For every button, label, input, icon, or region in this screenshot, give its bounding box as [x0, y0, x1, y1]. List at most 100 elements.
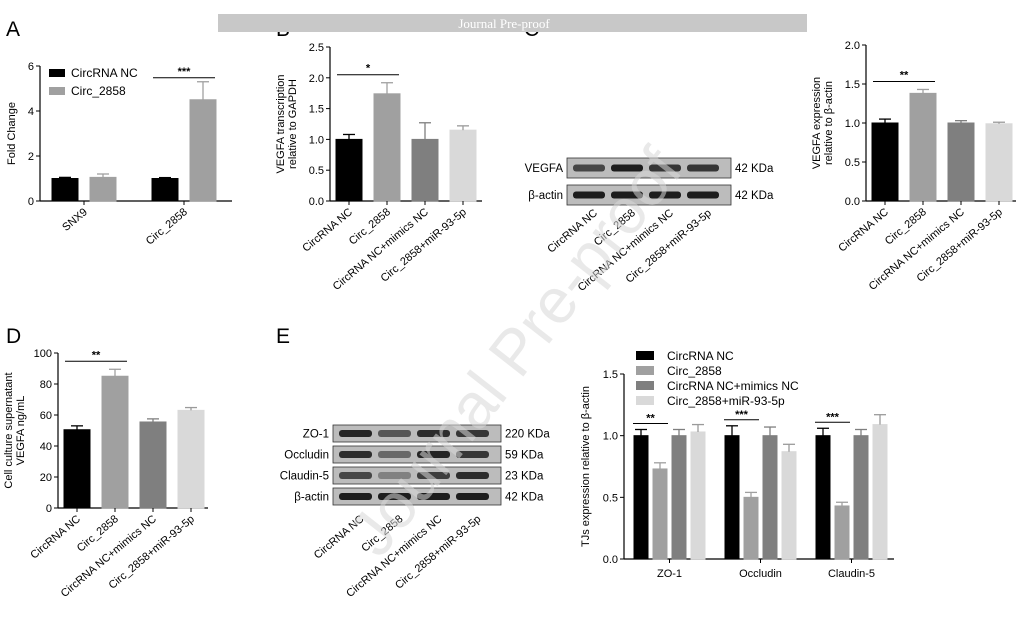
blot-e-row-label-actin: β-actin [294, 492, 329, 504]
chart-a-significance-label: *** [178, 66, 192, 78]
chart-e-zo-1-circrna-nc-bar [633, 435, 649, 560]
chart-e-zo-1-circrna-nc-mimics-nc-bar [671, 435, 687, 560]
blot-e-size-label-occludin: 59 KDa [505, 450, 544, 462]
blot-e-band-actin-circ-2858-mir-93-5p [456, 493, 489, 500]
chart-b-circrna-nc-bar [335, 138, 363, 202]
blot-e-row-label-claudin-5: Claudin-5 [280, 471, 329, 483]
chart-b: 0.0 0.5 1.0 1.5 2.0 2.5 VEGFA transcription rel… [275, 42, 482, 293]
blot-e-band-zo-1-circrna-nc [339, 430, 372, 437]
chart-e-claudin-5-circrna-nc-bar [815, 435, 831, 560]
banner-text: Journal Pre-proof [458, 16, 550, 31]
panel-letter-e: E [276, 325, 290, 348]
chart-b-significance-label: * [366, 63, 371, 75]
chart-b-y-tick-label: 2.0 [309, 73, 324, 85]
blot-e-band-zo-1-circ-2858-mir-93-5p [456, 430, 489, 437]
chart-e-zo-1-circ-2858-mir-93-5p-bar [690, 431, 706, 560]
chart-a-y-tick-label: 0 [28, 196, 34, 208]
chart-e-y-tick-label: 0.5 [603, 492, 618, 504]
chart-b-y-axis-label: VEGFA transcription [275, 74, 287, 173]
chart-e-legend-swatch-circrna-nc [636, 351, 654, 360]
chart-e-occludin-circrna-nc-bar [724, 435, 740, 560]
chart-a-y-axis-label: Fold Change [6, 102, 18, 165]
chart-e-legend-label-circ-2858-mir-93-5p: Circ_2858+miR-93-5p [667, 394, 785, 408]
chart-e-claudin-5-circ-2858-bar [834, 505, 850, 560]
blot-e-band-zo-1-circ-2858 [378, 430, 411, 437]
chart-a-snx9-x-tick-label: SNX9 [60, 206, 90, 234]
chart-b-y-tick-label: 1.0 [309, 134, 324, 146]
chart-b-circ-2858-mir-93-5p-bar [449, 129, 477, 202]
blot-e-band-occludin-circrna-nc-mimics-nc [417, 451, 450, 458]
blot-e-band-claudin-5-circ-2858 [378, 472, 411, 479]
chart-c-significance-label: ** [900, 69, 909, 81]
blot-e-band-claudin-5-circrna-nc [339, 472, 372, 479]
blot-e-band-occludin-circrna-nc [339, 451, 372, 458]
chart-e-significance-label: ** [646, 413, 655, 425]
blot-e-row-label-zo-1: ZO-1 [303, 429, 329, 441]
chart-c-y-tick-label: 0.0 [845, 196, 860, 208]
chart-a-legend-swatch-circrna-nc [49, 69, 65, 77]
blot-c-band-actin-circrna-nc-mimics-nc [649, 191, 681, 199]
chart-c-circ-2858-bar [909, 92, 937, 202]
chart-c: 0.0 0.5 1.0 1.5 2.0 VEGFA expression relative … [811, 40, 1016, 293]
chart-b-y-tick-label: 1.5 [309, 104, 324, 116]
panel-letter-d: D [6, 325, 21, 348]
chart-c-circ-2858-mir-93-5p-bar [985, 123, 1013, 202]
blot-e-band-claudin-5-circ-2858-mir-93-5p [456, 472, 489, 479]
chart-a-circ-2858-circ-2858-bar [189, 99, 217, 202]
blot-c-band-actin-circ-2858 [611, 191, 643, 199]
chart-d-circ-2858-bar [101, 375, 129, 509]
chart-d-y-tick-label: 100 [34, 348, 52, 360]
chart-b-circrna-nc-x-tick-label: CircRNA NC [300, 206, 355, 255]
chart-d-y-axis-label: VEGFA ng/mL [15, 396, 27, 466]
blot-e-band-actin-circrna-nc-mimics-nc [417, 493, 450, 500]
blot-c-row-label-vegfa: VEGFA [525, 163, 564, 175]
chart-d-circrna-nc-x-tick-label: CircRNA NC [28, 513, 83, 562]
chart-b-y-tick-label: 2.5 [309, 42, 324, 54]
chart-c-y-axis-label: relative to β-actin [823, 81, 835, 165]
chart-e-occludin-circ-2858-mir-93-5p-bar [781, 451, 797, 560]
chart-a-y-tick-label: 6 [28, 61, 34, 73]
chart-a: 0 2 4 6 Fold Change SNX9 Circ_2858 *** CircRNA N… [6, 61, 232, 248]
chart-e-occludin-circrna-nc-mimics-nc-bar [762, 435, 778, 560]
chart-e-significance-label: *** [826, 411, 840, 423]
chart-e-y-tick-label: 0.0 [603, 554, 618, 566]
chart-e-legend-swatch-circ-2858 [636, 366, 654, 375]
blot-e-band-actin-circrna-nc [339, 493, 372, 500]
blot-e-size-label-claudin-5: 23 KDa [505, 471, 544, 483]
chart-e-claudin-5-x-tick-label: Claudin-5 [828, 568, 875, 580]
chart-e-zo-1-x-tick-label: ZO-1 [657, 568, 682, 580]
chart-c-circrna-nc-bar [871, 122, 899, 202]
chart-a-snx9-circ-2858-bar [89, 176, 117, 202]
chart-b-y-tick-label: 0.5 [309, 165, 324, 177]
chart-b-circ-2858-bar [373, 93, 401, 202]
chart-d: 0 20 40 60 80 100 Cell culture supernatant VEGF… [3, 348, 208, 600]
chart-a-legend-label-circrna-nc: CircRNA NC [71, 66, 138, 80]
chart-d-y-tick-label: 80 [40, 379, 52, 391]
blot-e-size-label-actin: 42 KDa [505, 492, 544, 504]
chart-b-circrna-nc-mimics-nc-bar [411, 138, 439, 202]
chart-e-occludin-x-tick-label: Occludin [739, 568, 782, 580]
chart-e-y-axis-label: TJs expression relative to β-actin [580, 386, 592, 547]
chart-c-y-axis-label: VEGFA expression [811, 77, 823, 169]
blot-e-band-zo-1-circrna-nc-mimics-nc [417, 430, 450, 437]
blot-c-band-actin-circ-2858-mir-93-5p [687, 191, 719, 199]
chart-e-legend-swatch-circ-2858-mir-93-5p [636, 396, 654, 405]
chart-a-y-tick-label: 4 [28, 106, 34, 118]
chart-e-y-tick-label: 1.0 [603, 431, 618, 443]
chart-a-circ-2858-circrna-nc-bar [151, 178, 179, 202]
blot-c-size-label-vegfa: 42 KDa [735, 163, 774, 175]
chart-e-legend-label-circ-2858: Circ_2858 [667, 364, 722, 378]
chart-d-y-axis-label: Cell culture supernatant [3, 372, 15, 488]
chart-a-snx9-circrna-nc-bar [51, 178, 79, 202]
chart-e-legend-label-circrna-nc: CircRNA NC [667, 349, 734, 363]
chart-e-legend-swatch-circrna-nc-mimics-nc [636, 381, 654, 390]
blot-c-band-vegfa-circ-2858-mir-93-5p [687, 164, 719, 172]
chart-d-y-tick-label: 40 [40, 441, 52, 453]
chart-c-y-tick-label: 2.0 [845, 40, 860, 52]
chart-b-y-axis-label: relative to GAPDH [287, 79, 299, 169]
chart-e: 0.0 0.5 1.0 1.5 TJs expression relative to β… [580, 349, 894, 580]
chart-d-y-tick-label: 0 [46, 503, 52, 515]
blot-e-size-label-zo-1: 220 KDa [505, 429, 550, 441]
chart-d-y-tick-label: 20 [40, 472, 52, 484]
